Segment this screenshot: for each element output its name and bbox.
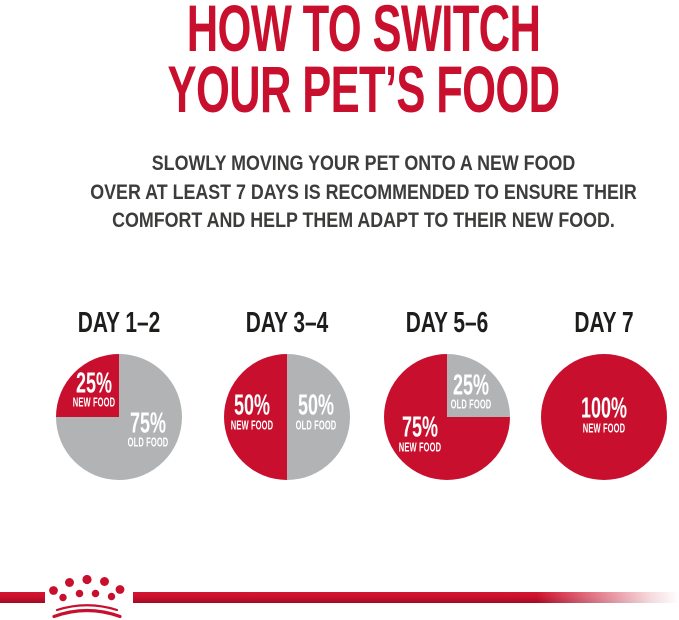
pie-chart-day-7: 100% NEW FOOD: [538, 351, 670, 483]
pie-chart-day-5-6: 25% OLD FOOD 75% NEW FOOD: [381, 351, 513, 483]
old-food-label: OLD FOOD: [295, 417, 337, 433]
pie-day-5-6-svg: [384, 354, 510, 480]
day-7-title: DAY 7: [574, 307, 634, 339]
old-food-label: OLD FOOD: [450, 396, 492, 412]
day-3-4-column: DAY 3–4 50% NEW FOOD 50% OLD FOOD: [207, 308, 367, 483]
day-1-2-column: DAY 1–2 25% NEW FOOD 75% OLD FOOD: [39, 308, 199, 483]
subtitle: SLOWLY MOVING YOUR PET ONTO A NEW FOOD O…: [75, 150, 652, 236]
new-food-label: NEW FOOD: [582, 420, 626, 436]
title-line-1: HOW TO SWITCH: [186, 0, 541, 65]
royal-canin-crown-logo-icon: [49, 574, 125, 619]
day-5-6-column: DAY 5–6 25% OLD FOOD 75% NEW FOOD: [367, 308, 527, 483]
old-food-pct: 75%: [130, 407, 166, 440]
new-food-pct: 25%: [76, 367, 112, 400]
pie-chart-day-1-2: 25% NEW FOOD 75% OLD FOOD: [53, 351, 185, 483]
old-food-pct: 50%: [298, 389, 334, 422]
old-food-pct: 25%: [453, 369, 489, 402]
new-food-pct: 75%: [402, 411, 438, 444]
old-food-label: OLD FOOD: [127, 434, 169, 450]
pie-day-3-4-svg: [224, 354, 350, 480]
new-food-pct: 100%: [581, 392, 627, 425]
new-food-pct: 50%: [234, 389, 270, 422]
day-3-4-title: DAY 3–4: [245, 307, 329, 339]
subtitle-line-1: SLOWLY MOVING YOUR PET ONTO A NEW FOOD: [151, 152, 576, 175]
new-food-label: NEW FOOD: [230, 417, 274, 433]
footer-red-bar-left: [0, 592, 45, 603]
pie-day-7-svg: [541, 354, 667, 480]
subtitle-line-3: COMFORT AND HELP THEM ADAPT TO THEIR NEW…: [112, 209, 615, 232]
day-5-6-title: DAY 5–6: [405, 307, 489, 339]
page-title: HOW TO SWITCH YOUR PET’S FOOD: [139, 0, 587, 126]
pie-chart-day-3-4: 50% NEW FOOD 50% OLD FOOD: [221, 351, 353, 483]
new-food-label: NEW FOOD: [72, 394, 116, 410]
day-1-2-title: DAY 1–2: [77, 307, 161, 339]
subtitle-line-2: OVER AT LEAST 7 DAYS IS RECOMMENDED TO E…: [90, 180, 637, 204]
new-food-label: NEW FOOD: [398, 439, 442, 455]
pie-day-1-2-svg: [56, 354, 182, 480]
day-7-column: DAY 7 100% NEW FOOD: [524, 308, 679, 483]
footer-red-bar-right: [133, 592, 679, 603]
title-line-2: YOUR PET’S FOOD: [167, 52, 561, 126]
